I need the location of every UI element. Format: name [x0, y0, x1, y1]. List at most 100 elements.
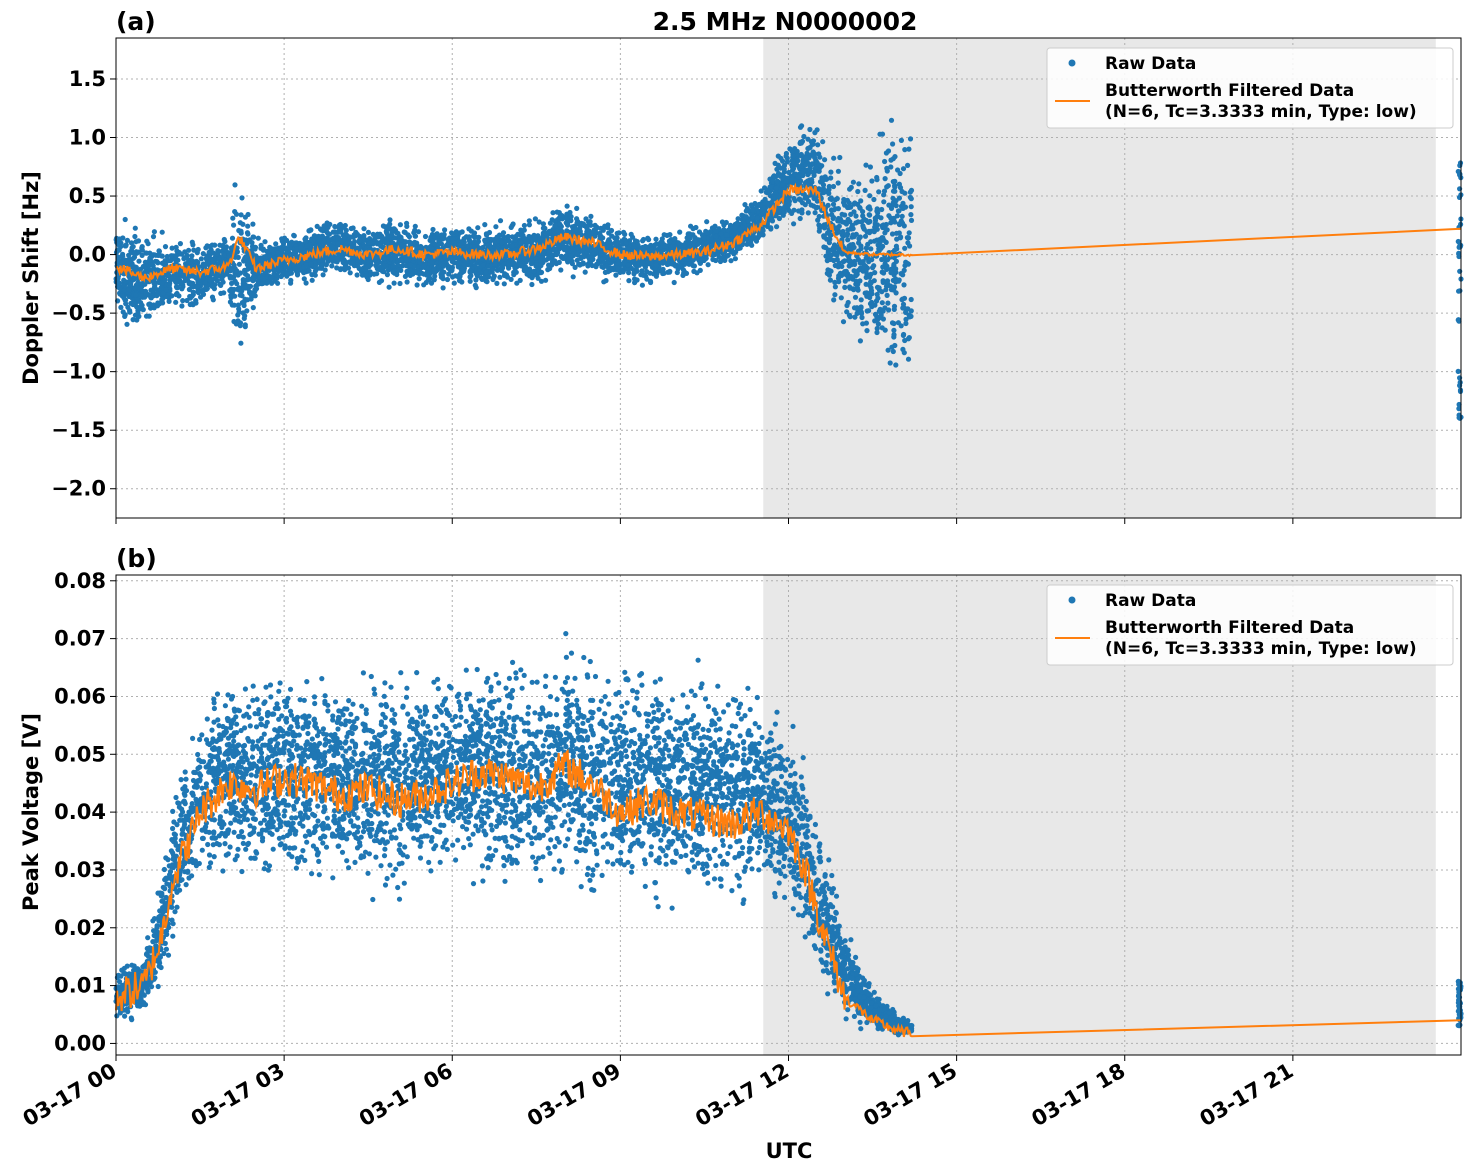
raw-data-point: [844, 303, 849, 308]
raw-data-point: [869, 280, 874, 285]
raw-data-point: [149, 254, 154, 259]
raw-data-point: [721, 223, 726, 228]
raw-data-point: [863, 188, 868, 193]
raw-data-point: [905, 163, 910, 168]
raw-data-point: [889, 118, 894, 123]
raw-data-point: [776, 163, 781, 168]
raw-data-point: [774, 185, 779, 190]
raw-data-point: [835, 196, 840, 201]
raw-data-point: [353, 232, 358, 237]
raw-data-point: [349, 226, 354, 231]
raw-data-point: [909, 204, 914, 209]
raw-data-point: [416, 229, 421, 234]
raw-data-point: [906, 262, 911, 267]
raw-data-point: [502, 281, 507, 286]
raw-data-point: [821, 244, 826, 249]
raw-data-point: [898, 171, 903, 176]
raw-data-point: [372, 234, 377, 239]
raw-data-point: [221, 271, 226, 276]
raw-data-point: [901, 206, 906, 211]
raw-data-point: [815, 142, 820, 147]
raw-data-point: [284, 271, 289, 276]
raw-data-point: [798, 216, 803, 221]
raw-data-point: [468, 279, 473, 284]
raw-data-point: [248, 284, 253, 289]
raw-data-point: [886, 348, 891, 353]
raw-data-point: [326, 237, 331, 242]
raw-data-point: [843, 232, 848, 237]
raw-data-point: [539, 270, 544, 275]
raw-data-point: [207, 278, 212, 283]
raw-data-point: [495, 246, 500, 251]
raw-data-point: [879, 289, 884, 294]
raw-data-point: [191, 290, 196, 295]
raw-data-point: [592, 247, 597, 252]
raw-data-point: [812, 130, 817, 135]
raw-data-point: [555, 210, 560, 215]
raw-data-point: [822, 157, 827, 162]
raw-data-point: [336, 225, 341, 230]
raw-data-point: [667, 269, 672, 274]
raw-data-point: [794, 162, 799, 167]
raw-data-point: [831, 297, 836, 302]
raw-data-point: [672, 280, 677, 285]
raw-data-point: [245, 273, 250, 278]
raw-data-point: [498, 218, 503, 223]
raw-data-point: [900, 305, 905, 310]
raw-data-point: [117, 236, 122, 241]
raw-data-point: [195, 284, 200, 289]
raw-data-point: [891, 321, 896, 326]
raw-data-point: [765, 188, 770, 193]
raw-data-point: [640, 238, 645, 243]
raw-data-point: [275, 250, 280, 255]
raw-data-point: [402, 229, 407, 234]
raw-data-point: [869, 288, 874, 293]
raw-data-point: [455, 274, 460, 279]
raw-data-point: [893, 279, 898, 284]
raw-data-point: [806, 210, 811, 215]
raw-data-point: [736, 246, 741, 251]
raw-data-point: [715, 252, 720, 257]
raw-data-point: [132, 251, 137, 256]
raw-data-point: [869, 178, 874, 183]
raw-data-point: [529, 259, 534, 264]
raw-data-point: [681, 267, 686, 272]
raw-data-point: [552, 247, 557, 252]
raw-data-point: [133, 293, 138, 298]
raw-data-point: [691, 226, 696, 231]
raw-data-point: [908, 190, 913, 195]
raw-data-point: [404, 221, 409, 226]
raw-data-point: [338, 229, 343, 234]
raw-data-point: [305, 244, 310, 249]
raw-data-point: [892, 184, 897, 189]
raw-data-point: [874, 330, 879, 335]
raw-data-point: [860, 223, 865, 228]
raw-data-point: [892, 248, 897, 253]
raw-data-point: [869, 257, 874, 262]
raw-data-point: [385, 272, 390, 277]
raw-data-point: [649, 247, 654, 252]
raw-data-point: [143, 289, 148, 294]
raw-data-point: [583, 270, 588, 275]
raw-data-point: [332, 229, 337, 234]
raw-data-point: [522, 228, 527, 233]
raw-data-point: [831, 202, 836, 207]
raw-data-point: [598, 226, 603, 231]
raw-data-point: [383, 224, 388, 229]
raw-data-point: [456, 260, 461, 265]
raw-data-point: [251, 234, 256, 239]
raw-data-point: [749, 243, 754, 248]
raw-data-point: [899, 138, 904, 143]
raw-data-point: [899, 271, 904, 276]
raw-data-point: [822, 233, 827, 238]
raw-data-point: [872, 318, 877, 323]
raw-data-point: [230, 236, 235, 241]
raw-data-point: [888, 360, 893, 365]
raw-data-point: [245, 297, 250, 302]
raw-data-point: [882, 159, 887, 164]
raw-data-point: [759, 188, 764, 193]
raw-data-point: [129, 245, 134, 250]
raw-data-point: [884, 240, 889, 245]
raw-data-point: [847, 187, 852, 192]
raw-data-point: [546, 249, 551, 254]
